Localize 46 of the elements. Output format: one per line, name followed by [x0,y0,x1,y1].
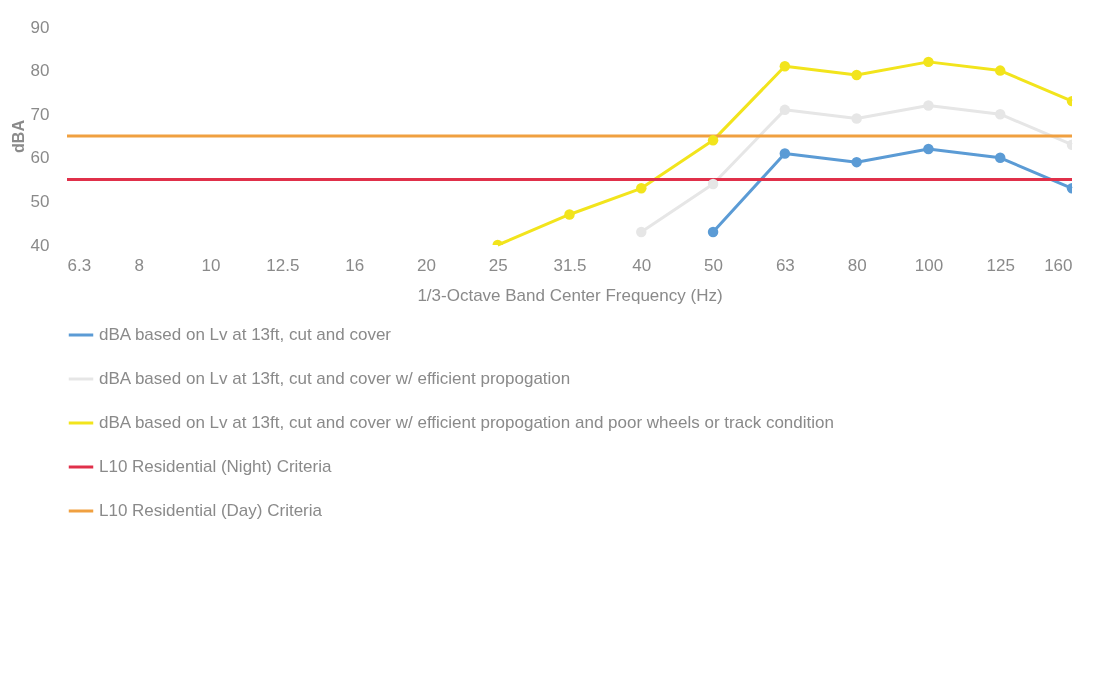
y-tick-label: 70 [30,104,50,124]
x-tick-label: 25 [488,255,508,275]
x-tick-label: 63 [775,255,795,275]
point [851,156,862,168]
x-tick-label: 80 [847,255,867,275]
point [994,108,1006,120]
point [923,143,934,155]
point [779,104,791,116]
point [707,226,719,238]
point [636,183,647,194]
point [779,61,791,72]
point [994,152,1006,164]
x-tick-label: 20 [416,255,436,275]
point [994,65,1006,76]
x-tick-label: 160 [1044,255,1073,275]
x-tick-label: 31.5 [553,255,587,275]
y-tick-label: 60 [30,148,50,168]
y-tick-label: 50 [30,191,50,211]
y-tick-label: 80 [30,61,50,81]
x-tick-label: 40 [632,255,652,275]
x-tick-label: 125 [986,255,1015,275]
legend-label: L10 Residential (Day) Criteria [99,501,323,520]
point [923,56,934,68]
point [923,100,934,111]
point [851,113,862,124]
x-tick-label: 50 [704,255,724,275]
x-tick-label: 8 [134,255,145,275]
x-tick-label: 16 [345,255,365,275]
point [707,135,719,146]
x-tick-label: 6.3 [67,255,92,275]
point [707,178,719,190]
legend-label: dBA based on Lv at 13ft, cut and cover w/ efficient propogation and poor wheels or track condition [99,413,834,432]
y-tick-label: 90 [30,17,50,37]
x-axis-title: 1/3-Octave Band Center Frequency (Hz) [417,285,723,305]
point [636,226,647,238]
x-tick-label: 12.5 [266,255,300,275]
legend-label: dBA based on Lv at 13ft, cut and cover [99,325,392,344]
point [779,148,791,159]
legend-label: L10 Residential (Night) Criteria [99,457,332,476]
legend-label: dBA based on Lv at 13ft, cut and cover w/ efficient propogation [99,369,571,388]
x-tick-label: 10 [201,255,221,275]
y-axis-title: dBA [9,119,27,153]
y-tick-label: 40 [30,235,50,255]
x-tick-label: 100 [914,255,944,275]
point [564,209,575,220]
point [851,69,862,81]
